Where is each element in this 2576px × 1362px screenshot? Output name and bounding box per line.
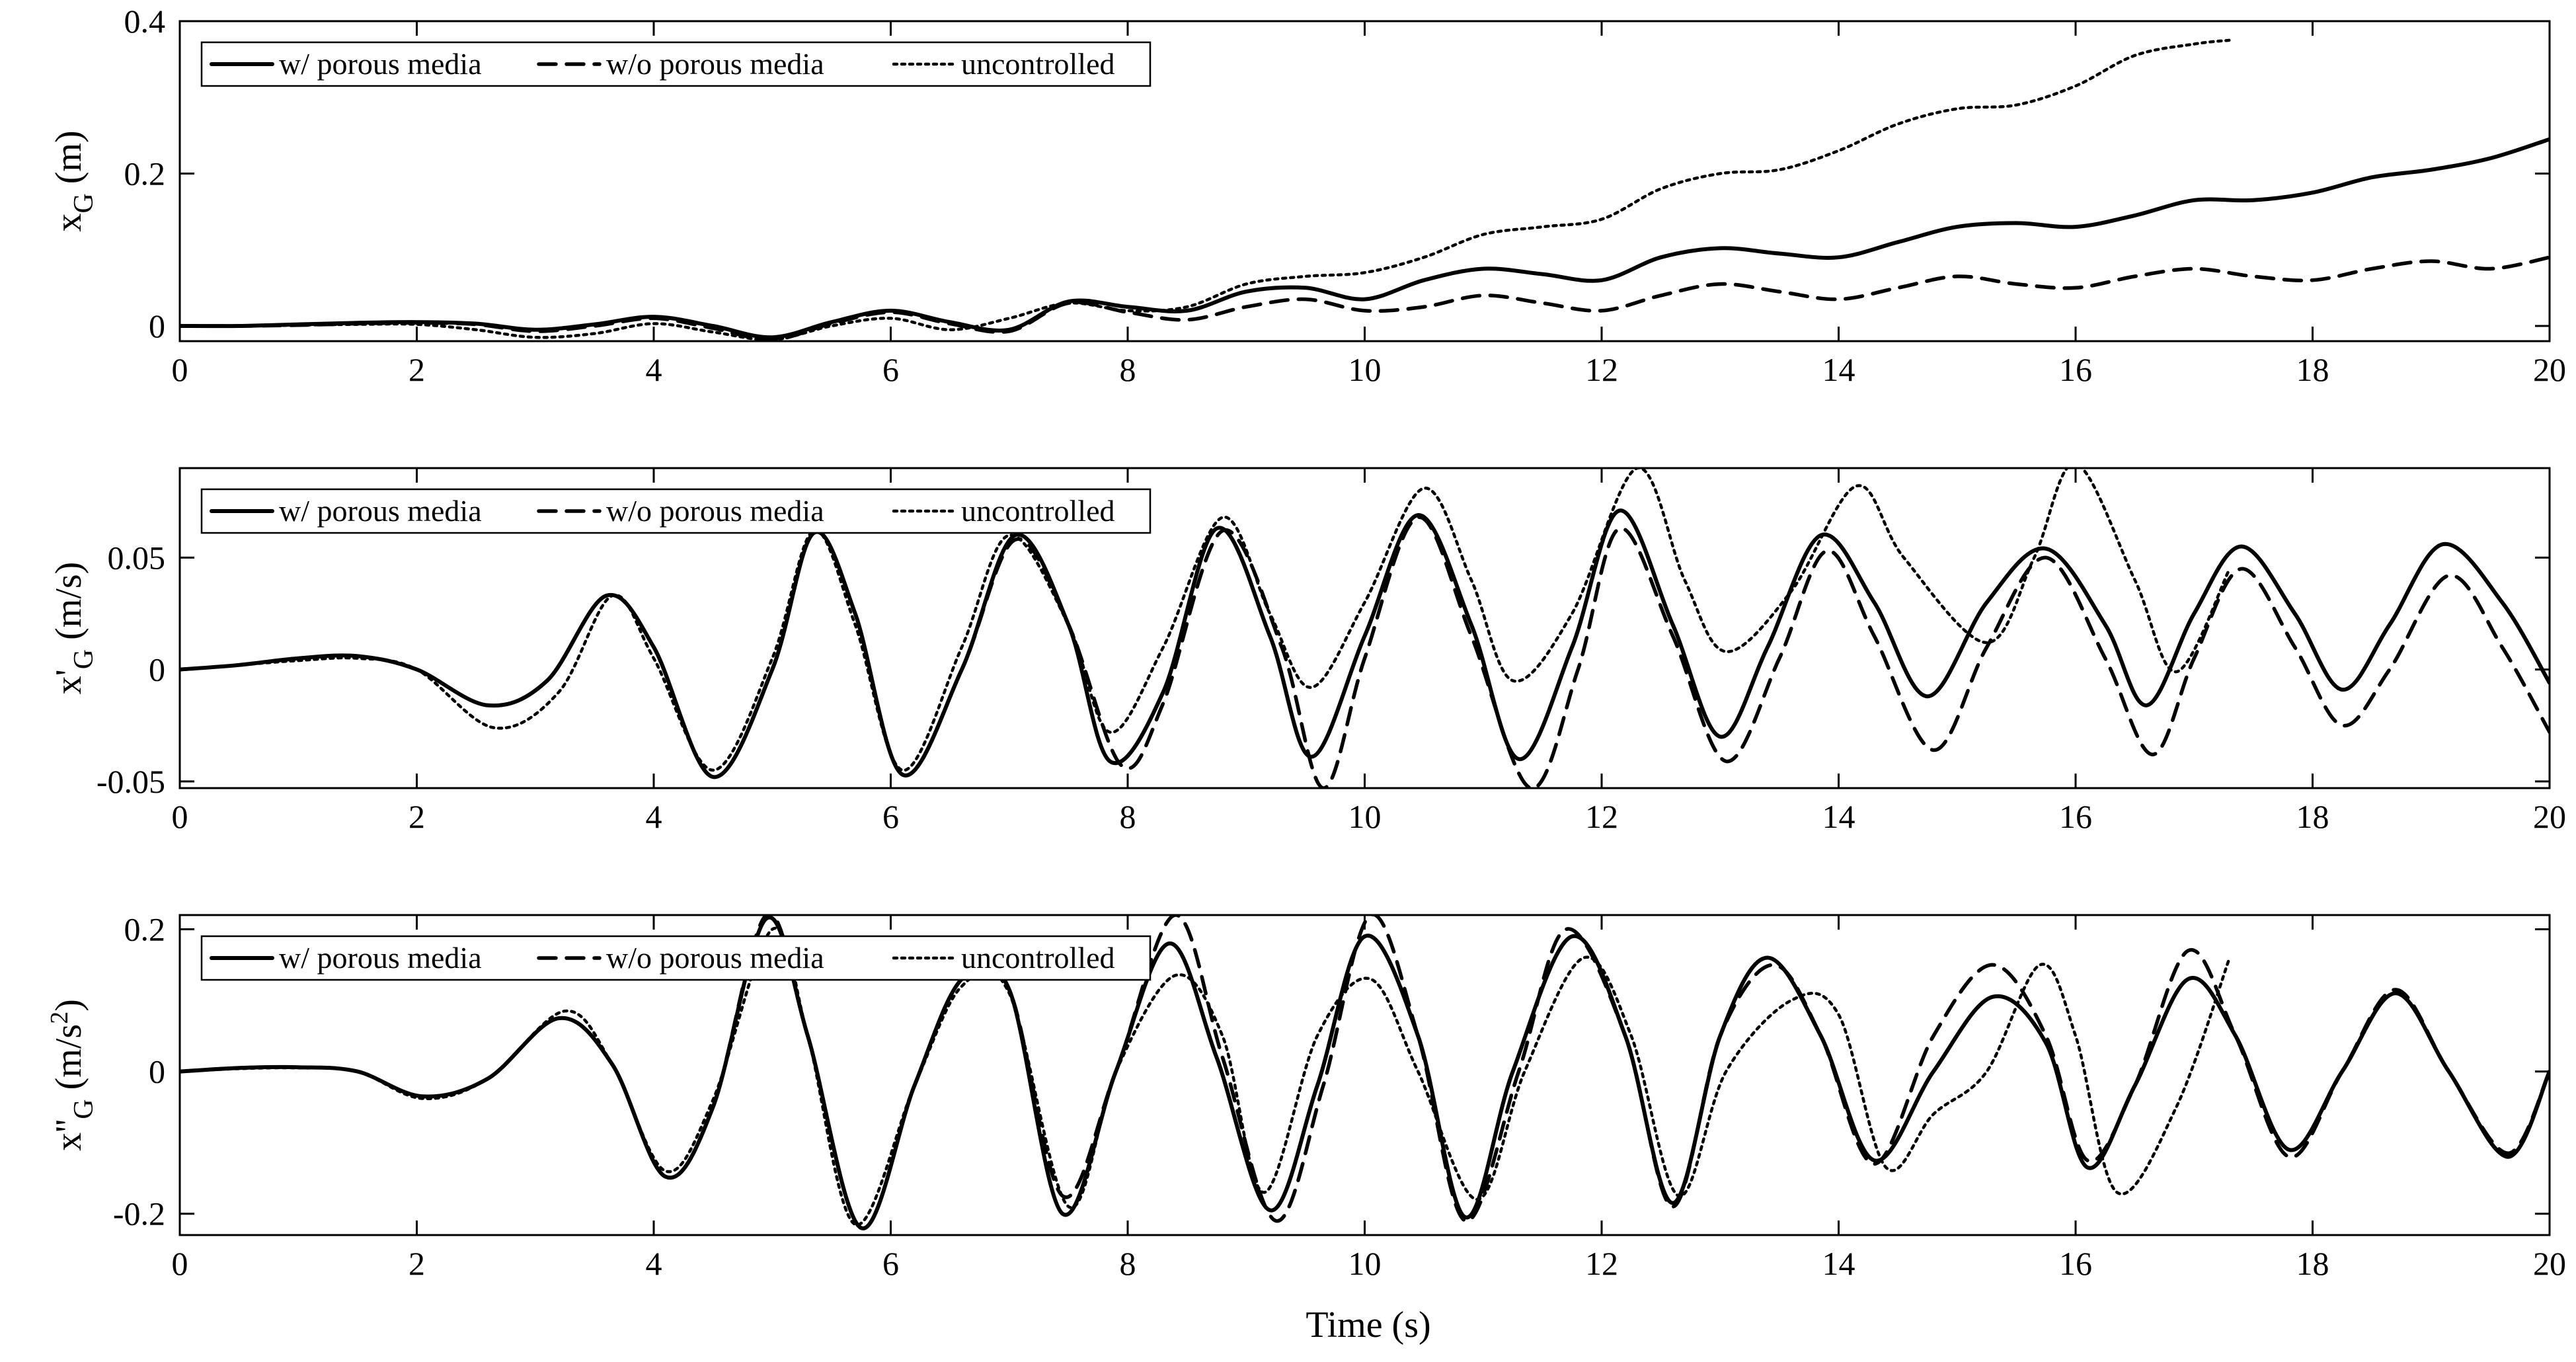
x-tick-label: 12 (1585, 351, 1618, 388)
x-tick-label: 8 (1120, 1245, 1136, 1282)
y-tick-label: 0 (149, 1053, 165, 1090)
x-tick-label: 0 (172, 1245, 188, 1282)
y-tick-label: 0 (149, 307, 165, 344)
x-tick-label: 6 (882, 351, 899, 388)
x-tick-label: 6 (882, 798, 899, 835)
y-tick-label: -0.05 (97, 763, 165, 800)
x-tick-label: 18 (2296, 1245, 2329, 1282)
x-tick-label: 14 (1822, 798, 1855, 835)
x-tick-label: 4 (646, 798, 662, 835)
legend-label: w/ porous media (279, 941, 482, 975)
legend-label: uncontrolled (961, 494, 1115, 528)
x-tick-label: 14 (1822, 1245, 1855, 1282)
series-line-dotted (180, 38, 2232, 341)
y-axis-label: x'G (m/s) (48, 562, 99, 695)
series-line-dotted (180, 926, 2232, 1226)
x-tick-label: 16 (2059, 351, 2092, 388)
x-tick-label: 10 (1348, 351, 1382, 388)
x-tick-label: 8 (1120, 798, 1136, 835)
legend: w/ porous media w/o porous media uncontrol… (200, 488, 1151, 534)
x-tick-label: 20 (2533, 1245, 2566, 1282)
y-tick-label: 0.4 (124, 3, 166, 40)
x-tick-label: 2 (409, 1245, 425, 1282)
legend-label: uncontrolled (961, 941, 1115, 975)
series-group (180, 468, 2550, 788)
x-tick-label: 12 (1585, 798, 1618, 835)
series-line-dashed (180, 255, 2550, 341)
x-tick-label: 0 (172, 351, 188, 388)
y-axis-label: x''G (m/s2) (46, 999, 99, 1151)
legend: w/ porous media w/o porous media uncontrol… (200, 41, 1151, 87)
legend-box (200, 935, 1151, 981)
ticks: 0 2 4 6 8 10 12 14 16 18 20-0.200.2 (113, 911, 2566, 1282)
x-tick-label: 18 (2296, 798, 2329, 835)
x-tick-label: 2 (409, 798, 425, 835)
legend-label: w/o porous media (606, 941, 824, 975)
x-axis-label: Time (s) (1306, 1304, 1430, 1345)
panel-position: 0 2 4 6 8 10 12 14 16 18 20 0 0.2 0.4 xG (m) w/ porou… (48, 3, 2566, 388)
legend-label: w/ porous media (279, 494, 482, 528)
y-tick-label: 0.2 (124, 155, 166, 192)
y-tick-label: 0.05 (108, 539, 166, 576)
x-tick-label: 16 (2059, 1245, 2092, 1282)
x-tick-label: 18 (2296, 351, 2329, 388)
x-tick-label: 20 (2533, 351, 2566, 388)
legend-box (200, 488, 1151, 534)
legend-label: uncontrolled (961, 47, 1115, 81)
x-tick-label: 12 (1585, 1245, 1618, 1282)
y-tick-label: -0.2 (113, 1195, 165, 1232)
legend-label: w/o porous media (606, 47, 824, 81)
x-tick-label: 16 (2059, 798, 2092, 835)
x-tick-label: 4 (646, 1245, 662, 1282)
series-group (180, 915, 2550, 1230)
series-line-dashed (180, 515, 2550, 788)
x-tick-label: 10 (1348, 1245, 1382, 1282)
series-line-dashed (180, 915, 2550, 1230)
x-tick-label: 10 (1348, 798, 1382, 835)
y-axis-label: xG (m) (48, 130, 99, 231)
legend-box (200, 41, 1151, 87)
series-line-dotted (180, 468, 2232, 772)
x-tick-label: 14 (1822, 351, 1855, 388)
x-tick-label: 6 (882, 1245, 899, 1282)
series-group (180, 38, 2550, 341)
y-tick-label: 0.2 (124, 911, 166, 948)
panel-acceleration: 0 2 4 6 8 10 12 14 16 18 20-0.200.2 x''G (m/s2) w/… (46, 911, 2566, 1282)
x-tick-label: 2 (409, 351, 425, 388)
x-tick-label: 8 (1120, 351, 1136, 388)
legend-label: w/ porous media (279, 47, 482, 81)
x-tick-label: 4 (646, 351, 662, 388)
legend-label: w/o porous media (606, 494, 824, 528)
ticks: 0 2 4 6 8 10 12 14 16 18 20 0 0.2 0.4 (124, 3, 2567, 388)
legend: w/ porous media w/o porous media uncontrol… (200, 935, 1151, 981)
x-tick-label: 20 (2533, 798, 2566, 835)
x-tick-label: 0 (172, 798, 188, 835)
y-tick-label: 0 (149, 651, 165, 688)
